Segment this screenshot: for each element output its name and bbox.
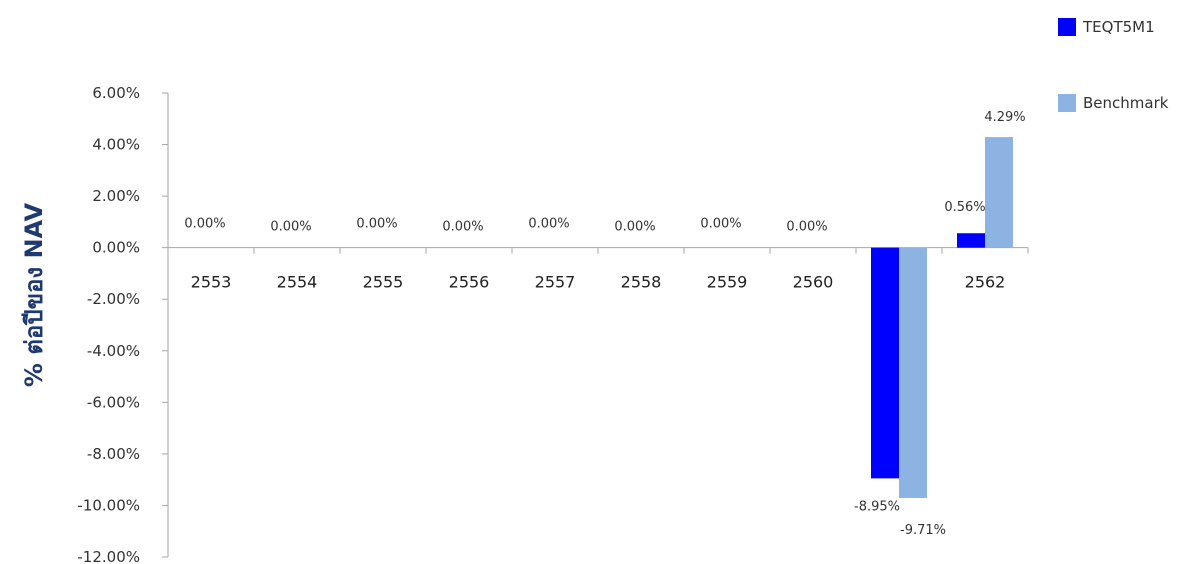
y-axis-label: % ต่อปีของ NAV — [20, 203, 48, 388]
chart-data-labels: 0.00% 0.00% 0.00% 0.00% 0.00% 0.00% 0.00% 0.00%… — [184, 110, 1025, 538]
data-label: 0.00% — [700, 217, 741, 232]
data-label: 0.00% — [528, 217, 569, 232]
legend-label: TEQT5M1 — [1082, 18, 1155, 36]
x-tick-label: 2559 — [707, 273, 748, 292]
legend-swatch — [1058, 18, 1076, 36]
bar — [957, 233, 985, 248]
data-label: 0.00% — [442, 220, 483, 235]
data-label: 4.29% — [984, 110, 1025, 125]
chart-bars — [871, 137, 1013, 498]
data-label: -8.95% — [854, 499, 900, 514]
y-tick-label: 4.00% — [92, 136, 140, 154]
y-tick-label: -2.00% — [87, 290, 140, 308]
x-tick-label: 2558 — [621, 273, 662, 292]
y-tick-label: -4.00% — [87, 342, 140, 360]
x-tick-label: 2554 — [277, 273, 318, 292]
legend-swatch — [1058, 94, 1076, 112]
x-tick-label: 2562 — [965, 273, 1006, 292]
data-label: 0.00% — [270, 220, 311, 235]
bar — [985, 137, 1013, 248]
x-tick-label: 2557 — [535, 273, 576, 292]
x-tick-label: 2553 — [191, 273, 232, 292]
data-label: 0.00% — [184, 217, 225, 232]
y-tick-label: 6.00% — [92, 84, 140, 102]
data-label: 0.00% — [356, 217, 397, 232]
y-tick-label: -10.00% — [77, 496, 140, 514]
y-tick-label: 0.00% — [92, 239, 140, 257]
x-tick-label: 2556 — [449, 273, 490, 292]
data-label: 0.56% — [944, 200, 985, 215]
chart-axes: 6.00% 4.00% 2.00% 0.00% -2.00% -4.00% -6.00% -8… — [77, 84, 1029, 564]
y-tick-label: -8.00% — [87, 445, 140, 463]
chart-legend: TEQT5M1 Benchmark — [1058, 18, 1169, 112]
y-tick-label: -6.00% — [87, 393, 140, 411]
data-label: 0.00% — [786, 220, 827, 235]
y-tick-label: -12.00% — [77, 548, 140, 564]
data-label: -9.71% — [900, 523, 946, 538]
y-tick-label: 2.00% — [92, 187, 140, 205]
legend-label: Benchmark — [1083, 94, 1169, 112]
data-label: 0.00% — [614, 220, 655, 235]
x-tick-label: 2560 — [793, 273, 834, 292]
bar — [871, 247, 899, 479]
x-tick-label: 2555 — [363, 273, 404, 292]
bar — [899, 247, 927, 498]
